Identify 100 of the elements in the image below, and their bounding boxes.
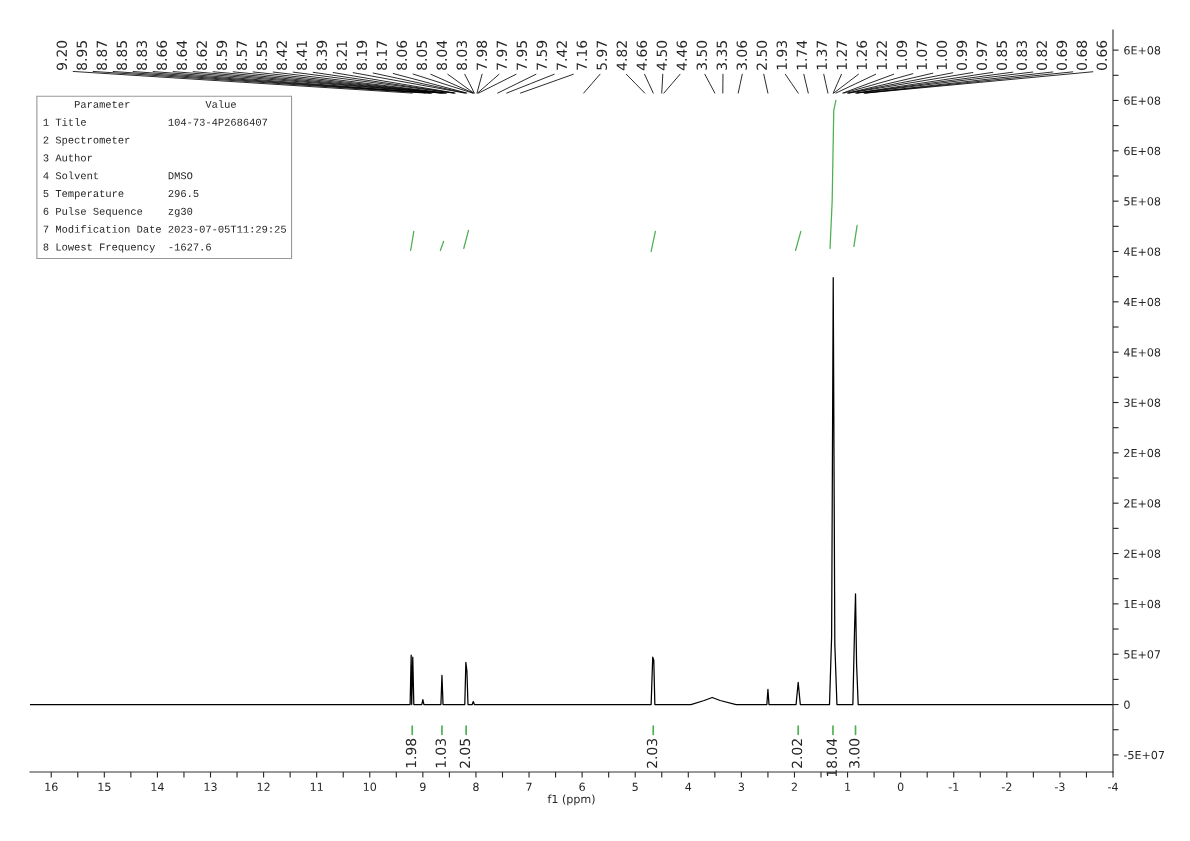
x-tick-label: 9: [420, 782, 426, 792]
annotation: 8.59: [216, 40, 228, 70]
annotation: 8.42: [276, 41, 288, 70]
y-tick-label: 4E+08: [1123, 247, 1161, 256]
annotation: 1.93: [776, 41, 788, 70]
annotation: Parameter Value: [74, 100, 236, 108]
y-tick-label: 5E+08: [1124, 197, 1161, 206]
annotation: 3.00: [849, 738, 860, 768]
annotation: 7.95: [516, 41, 528, 70]
annotation: 4.46: [676, 40, 688, 71]
annotation: 2 Spectrometer: [43, 136, 130, 146]
annotation: 8.55: [256, 41, 268, 70]
annotation: 8.85: [116, 41, 128, 70]
annotation: 4.50: [656, 40, 668, 71]
annotation: 0.66: [1096, 40, 1108, 70]
annotation: 3.35: [716, 41, 728, 70]
x-tick-label: -3: [1054, 782, 1065, 792]
x-tick-label: -1: [948, 782, 959, 791]
annotation: 1.22: [876, 41, 887, 70]
annotation: 8.87: [96, 41, 108, 70]
annotation: 6 Pulse Sequence zg30: [43, 207, 193, 217]
annotation: 0.68: [1076, 40, 1088, 70]
x-tick-label: 13: [204, 782, 217, 792]
annotation: 7.42: [556, 41, 567, 70]
x-tick-label: 10: [363, 782, 377, 792]
x-tick-label: 12: [257, 782, 270, 791]
annotation: 1.27: [836, 41, 847, 70]
x-tick-label: 6: [579, 782, 585, 792]
y-tick-label: 2E+08: [1124, 448, 1161, 458]
annotation: 18.04: [826, 738, 837, 777]
annotation: 0.99: [956, 40, 968, 70]
annotation: 8.39: [316, 40, 328, 70]
annotation: 8 Lowest Frequency -1627.6: [43, 243, 211, 253]
annotation: 7 Modification Date 2023-07-05T11:29:25: [43, 225, 286, 233]
y-tick-label: 0: [1124, 700, 1130, 709]
annotation: 7.98: [476, 40, 488, 70]
annotation: 4 Solvent DMSO: [43, 171, 193, 180]
annotation: 1 Title 104-73-4P2686407: [43, 118, 268, 126]
annotation: 8.19: [356, 40, 368, 70]
x-tick-label: 15: [98, 782, 111, 792]
annotation: 8.95: [76, 41, 88, 70]
x-tick-label: 16: [45, 782, 58, 792]
annotation: 8.03: [456, 41, 468, 70]
annotation: 8.05: [416, 41, 428, 70]
annotation: 3.06: [736, 40, 748, 70]
annotation: 0.85: [996, 41, 1008, 70]
annotation: 8.17: [376, 41, 388, 70]
annotation: 0.97: [976, 41, 988, 70]
y-tick-label: 6E+08: [1124, 146, 1161, 156]
x-tick-label: 4: [685, 782, 692, 791]
annotation: 7.97: [496, 41, 508, 70]
y-tick-label: 2E+08: [1124, 549, 1161, 558]
annotation: 0.83: [1016, 41, 1028, 70]
annotation: 8.83: [136, 41, 148, 70]
annotation: 8.41: [296, 41, 308, 70]
annotation: 0.82: [1036, 41, 1048, 70]
line-series: [30, 277, 1113, 706]
y-tick-label: 5E+07: [1124, 650, 1161, 659]
annotation: 8.64: [176, 40, 188, 70]
annotation: 1.26: [856, 40, 868, 70]
x-tick-label: 7: [526, 782, 532, 791]
annotation: 4.82: [616, 41, 628, 71]
y-tick-label: 4E+08: [1123, 297, 1161, 307]
x-tick-label: 0: [897, 782, 904, 792]
x-tick-label: 11: [310, 782, 323, 791]
y-tick-label: 1E+08: [1124, 599, 1161, 609]
y-tick-label: 3E+08: [1124, 398, 1161, 407]
annotation: 4.66: [636, 40, 648, 71]
annotation: 8.06: [396, 40, 408, 70]
annotation: 1.09: [896, 40, 908, 70]
annotation: 2.02: [791, 739, 803, 768]
y-tick-label: 6E+08: [1124, 46, 1161, 55]
annotation: 5.97: [596, 41, 608, 70]
annotation: 8.57: [236, 41, 248, 70]
x-tick-label: 8: [473, 782, 479, 792]
annotation: 3.50: [696, 40, 708, 70]
annotation: 8.21: [336, 41, 348, 70]
annotation: 2.03: [646, 738, 658, 768]
x-axis-title: f1 (ppm): [547, 794, 595, 806]
annotation: 5 Temperature 296.5: [43, 190, 199, 200]
annotation: 3 Author: [43, 153, 92, 162]
annotation: 1.74: [796, 40, 807, 70]
x-tick-label: -2: [1001, 782, 1012, 791]
annotation: 2.50: [756, 40, 768, 70]
y-tick-label: 2E+08: [1124, 499, 1161, 508]
y-tick-label: 6E+08: [1124, 96, 1161, 105]
annotation: 1.03: [435, 738, 446, 768]
annotation: 1.07: [916, 41, 928, 70]
annotation: 8.62: [196, 41, 208, 70]
annotation: 8.66: [156, 40, 168, 70]
x-tick-label: -4: [1108, 782, 1118, 791]
annotation: 1.37: [816, 41, 828, 70]
x-tick-label: 2: [791, 782, 797, 791]
annotation: 1.00: [936, 40, 948, 70]
annotation: 9.20: [56, 40, 68, 70]
annotation: 7.16: [576, 40, 588, 70]
annotation: 7.59: [536, 40, 548, 70]
annotation: 1.98: [405, 738, 417, 768]
x-tick-label: 14: [151, 782, 164, 791]
y-tick-label: -5E+07: [1123, 750, 1165, 760]
